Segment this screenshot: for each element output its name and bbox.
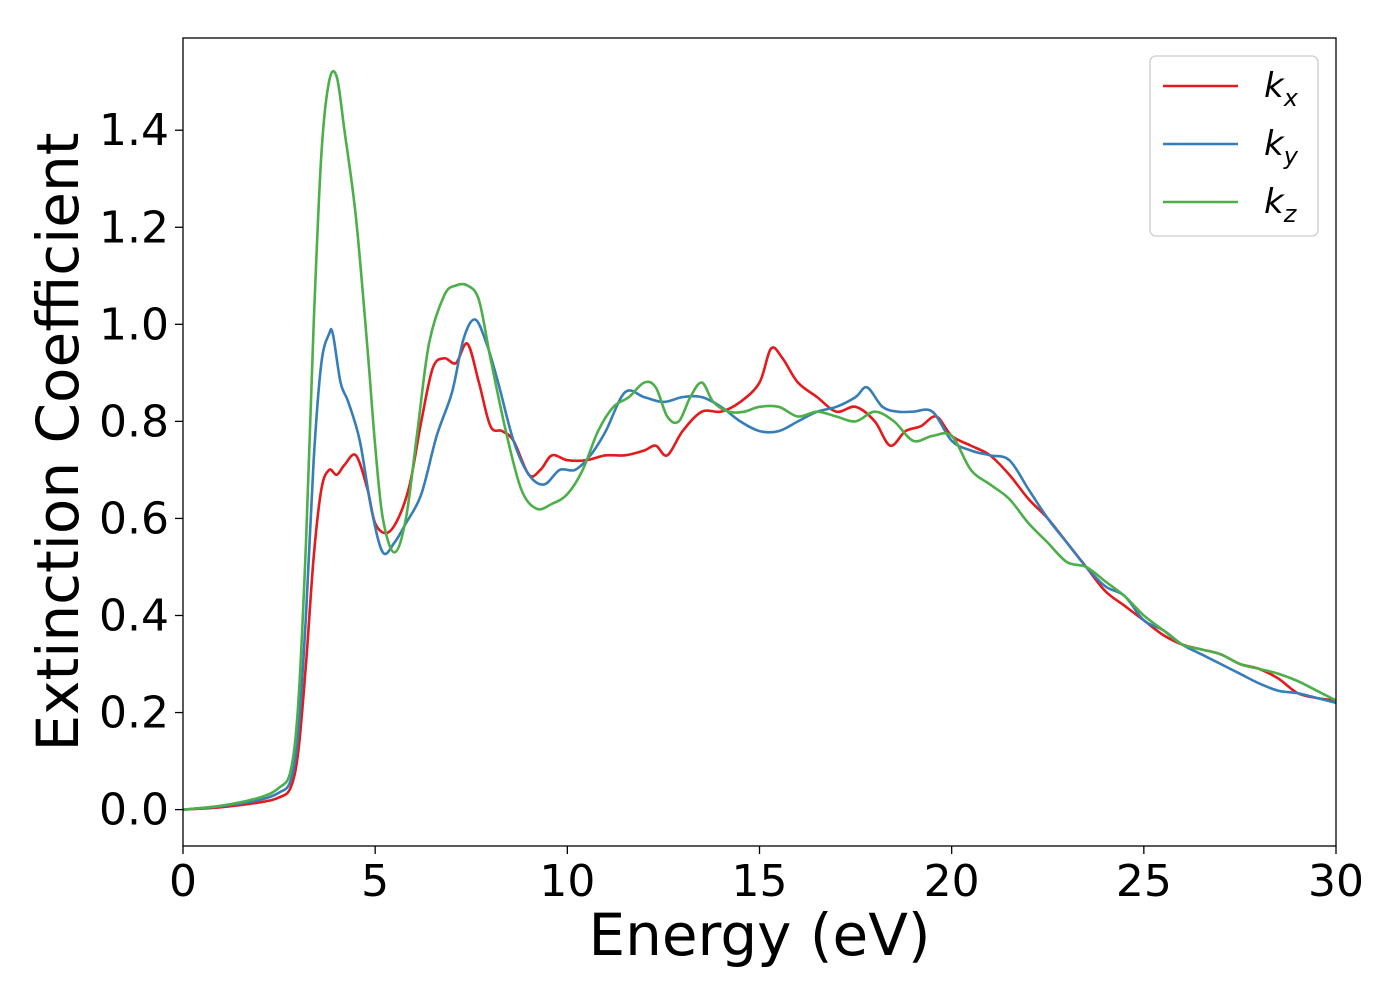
series-line-ky	[182, 318, 1337, 811]
x-tick-label: 5	[361, 856, 389, 907]
x-tick-label: 10	[539, 856, 595, 907]
x-tick-label: 15	[732, 856, 788, 907]
y-axis-label: Extinction Coefficient	[24, 133, 92, 752]
x-axis-label: Energy (eV)	[588, 901, 930, 969]
y-tick-label: 0.6	[99, 493, 169, 544]
legend-label-kz: kz	[1264, 182, 1298, 228]
y-tick-label: 1.0	[99, 299, 169, 350]
series-line-kz	[182, 70, 1337, 811]
y-tick-label: 0.2	[99, 688, 169, 739]
series-layer	[182, 70, 1337, 811]
legend-label-ky: ky	[1264, 124, 1299, 170]
x-tick-label: 30	[1308, 856, 1364, 907]
legend-box	[1149, 55, 1319, 237]
y-tick-label: 0.0	[99, 785, 169, 836]
x-tick-label: 0	[169, 856, 197, 907]
y-tick-label: 1.2	[99, 202, 169, 253]
x-tick-label: 25	[1116, 856, 1172, 907]
y-tick-label: 1.4	[99, 105, 169, 156]
y-tick-label: 0.4	[99, 590, 169, 641]
legend-label-kx: kx	[1264, 66, 1299, 112]
y-tick-label: 0.8	[99, 396, 169, 447]
legend-items: kx ky kz	[1163, 66, 1299, 228]
y-axis-ticks: 0.0 0.2 0.4 0.6 0.8 1.0 1.2 1.4	[99, 105, 183, 836]
x-tick-label: 20	[924, 856, 980, 907]
series-line-kx	[182, 342, 1337, 811]
legend: kx ky kz	[1149, 55, 1319, 237]
x-axis-ticks: 0 5 10 15 20 25 30	[169, 846, 1364, 907]
